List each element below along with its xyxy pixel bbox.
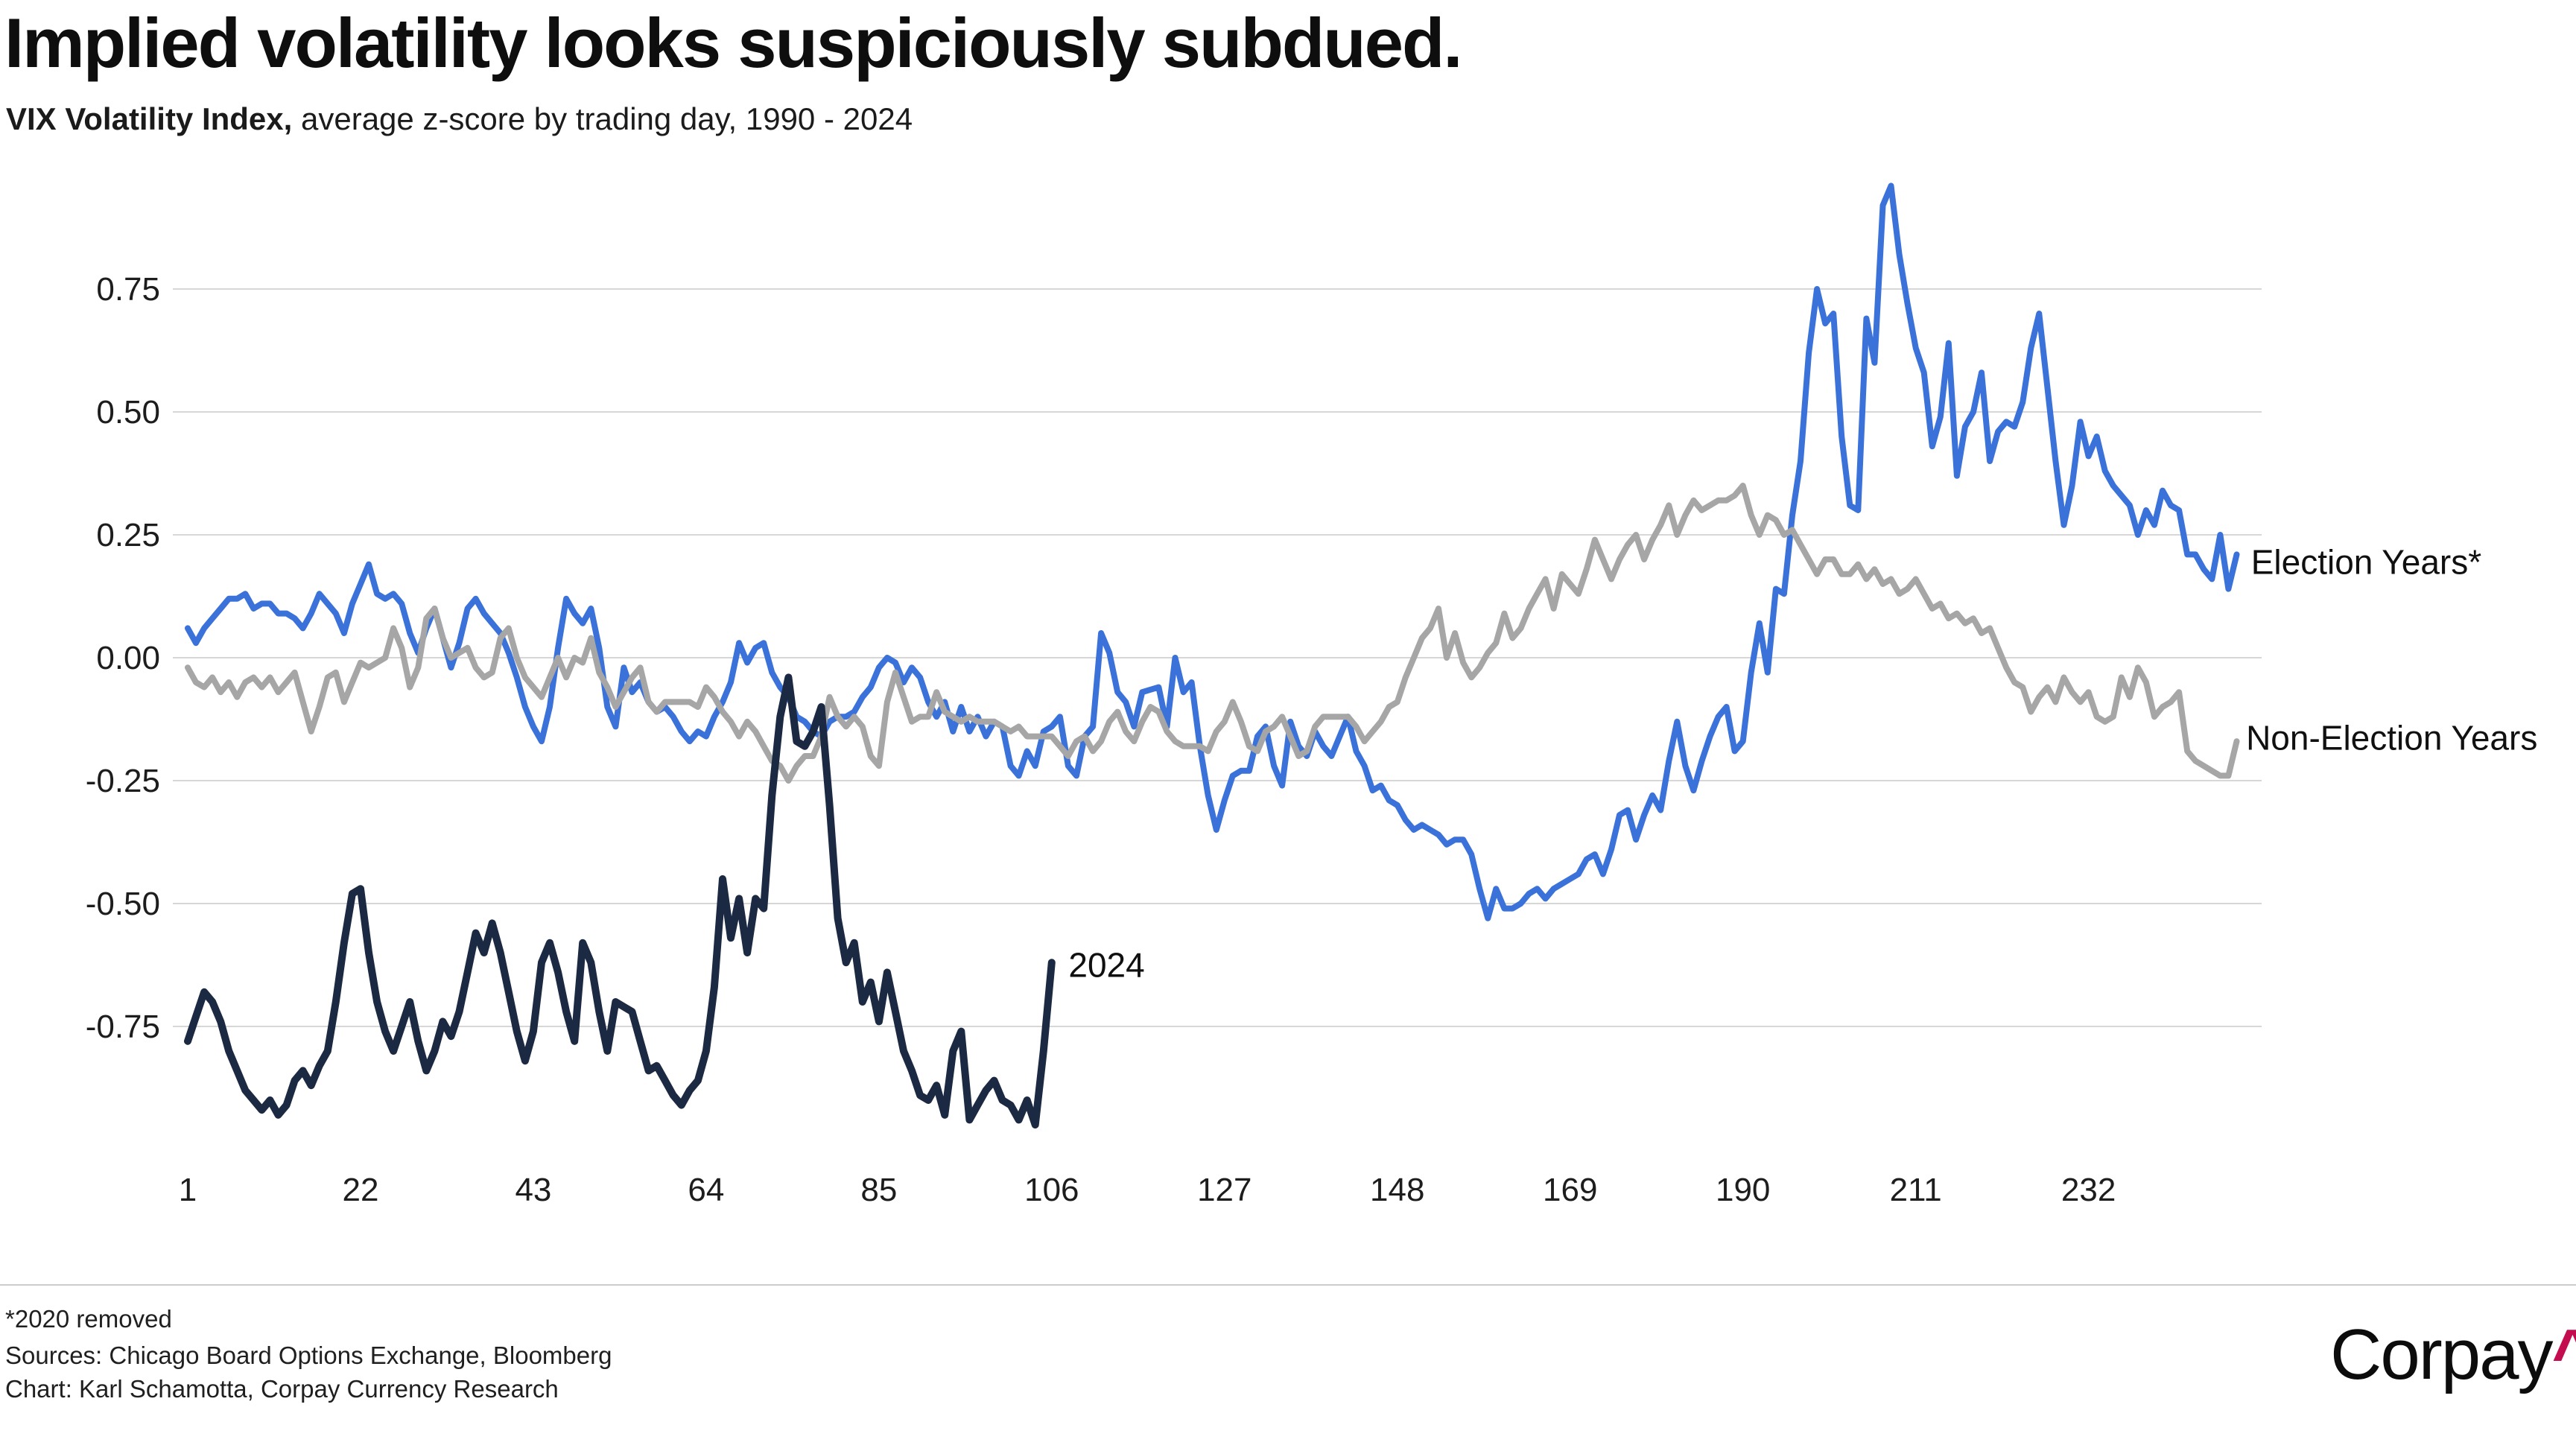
subtitle-rest: average z-score by trading day, 1990 - 2… — [292, 101, 913, 136]
x-axis-tick-label: 64 — [688, 1172, 724, 1208]
series-label-2024: 2024 — [1068, 946, 1144, 985]
x-axis-tick-label: 211 — [1890, 1172, 1942, 1208]
x-axis-tick-label: 169 — [1543, 1172, 1597, 1208]
page-title: Implied volatility looks suspiciously su… — [4, 4, 1463, 82]
corpay-logo-text: Corpay — [2330, 1315, 2553, 1394]
x-axis-tick-label: 190 — [1716, 1172, 1770, 1208]
x-axis-tick-label: 148 — [1370, 1172, 1424, 1208]
chart-subtitle: VIX Volatility Index, average z-score by… — [6, 101, 913, 137]
corpay-logo-caret-icon: ^ — [2551, 1315, 2576, 1394]
footnote-2020-removed: *2020 removed — [5, 1305, 172, 1333]
series-line-2024 — [184, 673, 1056, 1128]
footnote-sources: Sources: Chicago Board Options Exchange,… — [5, 1342, 612, 1369]
series-label-election-years-: Election Years* — [2251, 542, 2482, 581]
corpay-logo: Corpay^ — [2330, 1314, 2576, 1396]
x-axis-tick-label: 1 — [179, 1172, 197, 1208]
y-axis-tick-label: 0.00 — [96, 640, 160, 676]
subtitle-bold-lead: VIX Volatility Index, — [6, 101, 293, 136]
series-line-non-election-years — [185, 483, 2240, 784]
y-axis-tick-label: -0.25 — [86, 763, 160, 799]
footer-divider — [0, 1284, 2576, 1286]
x-axis-tick-label: 127 — [1197, 1172, 1251, 1208]
x-axis-tick-label: 106 — [1024, 1172, 1079, 1208]
y-axis-tick-label: 0.25 — [96, 517, 160, 553]
series-label-non-election-years: Non-Election Years — [2246, 719, 2537, 758]
y-axis-tick-label: 0.50 — [96, 394, 160, 431]
x-axis-tick-label: 22 — [342, 1172, 378, 1208]
y-axis-tick-label: -0.75 — [86, 1009, 160, 1045]
x-axis-tick-label: 85 — [860, 1172, 897, 1208]
y-axis-tick-label: 0.75 — [96, 271, 160, 308]
series-line-election-years- — [185, 182, 2240, 921]
x-axis-tick-label: 232 — [2061, 1172, 2116, 1208]
y-axis-tick-label: -0.50 — [86, 886, 160, 922]
footnote-credit: Chart: Karl Schamotta, Corpay Currency R… — [5, 1375, 559, 1403]
x-axis-tick-label: 43 — [515, 1172, 551, 1208]
